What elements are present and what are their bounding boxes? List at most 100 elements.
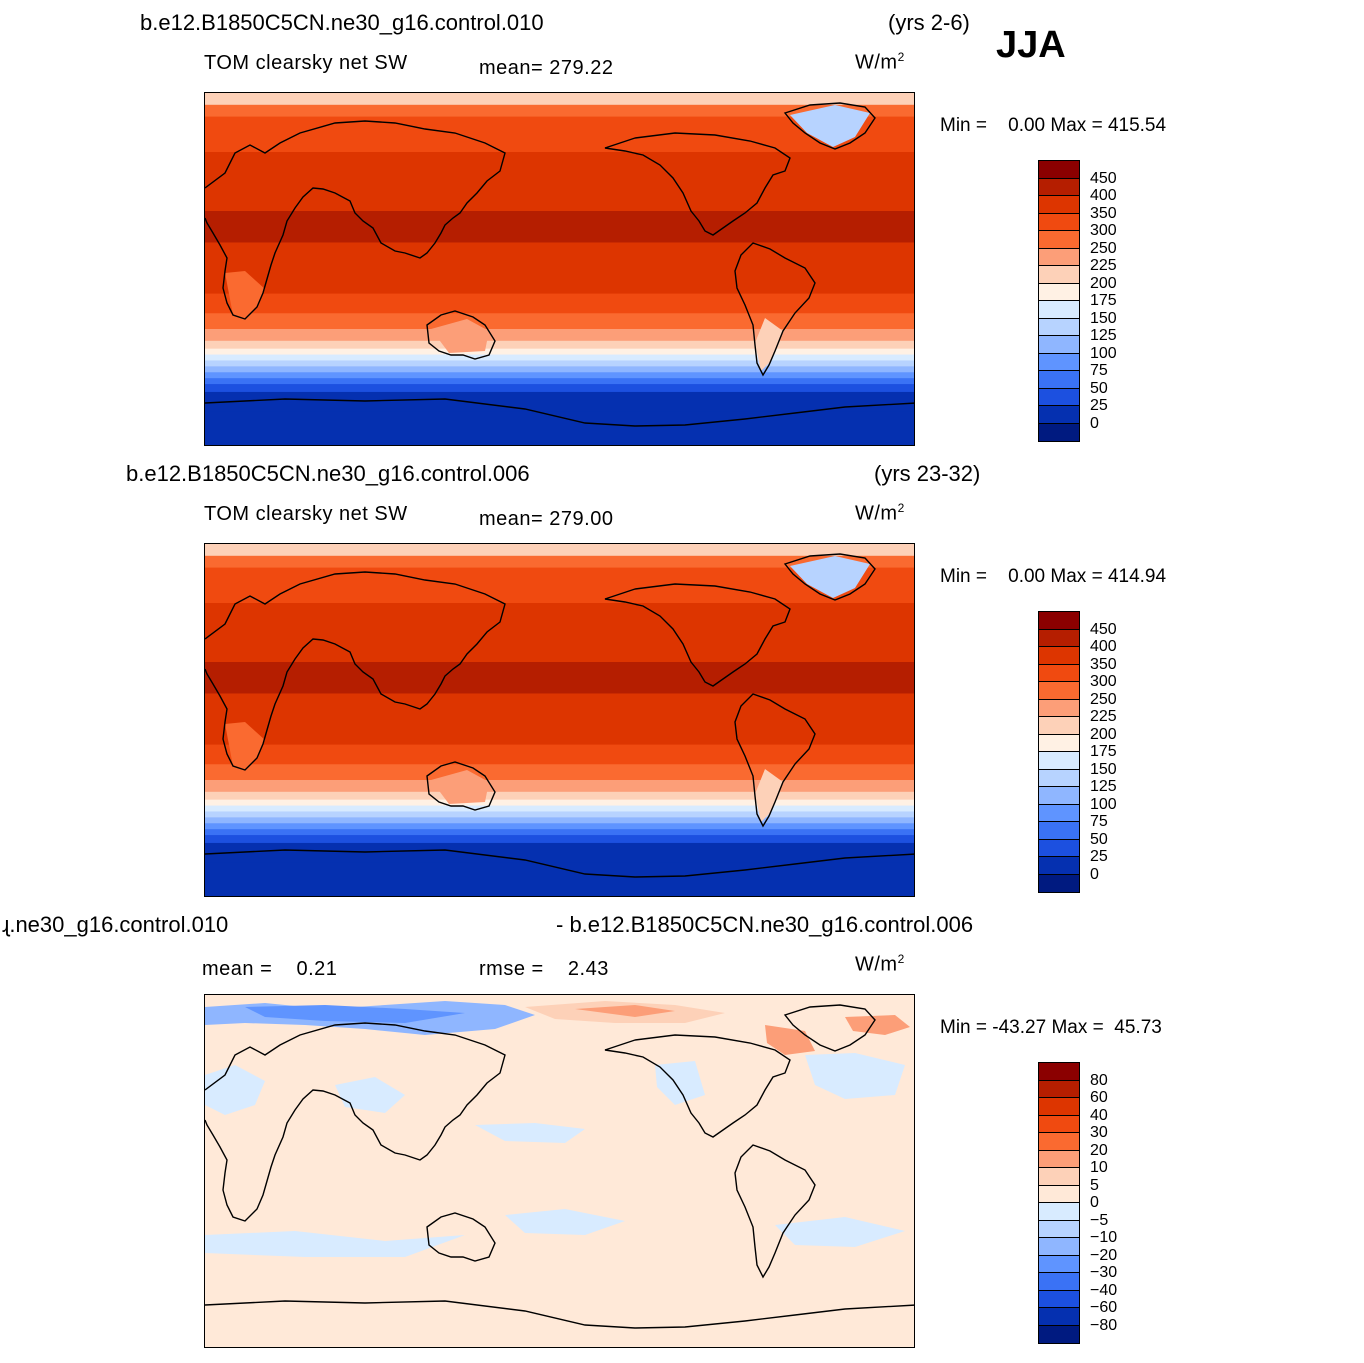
colorbar-label: 125 [1090,327,1117,344]
colorbar-swatch [1039,1080,1079,1098]
colorbar-label: −5 [1090,1211,1109,1229]
field-patch [655,1061,705,1105]
field-band [205,555,914,569]
colorbar-label: 450 [1090,620,1117,638]
colorbar-swatch [1039,717,1079,735]
field-patch [245,1005,465,1023]
colorbar-label: −20 [1090,1246,1118,1264]
field-patch [475,1123,585,1143]
colorbar-swatch [1039,231,1079,249]
colorbar-swatch [1039,196,1079,214]
field-band [205,340,914,350]
field-background [205,995,914,1347]
diff-case-right: - b.e12.B1850C5CN.ne30_g16.control.006 [556,912,974,937]
field-band [205,391,914,413]
colorbar-swatch [1039,664,1079,682]
field-band [205,348,914,356]
coastline [205,120,506,320]
panel2-case-title: b.e12.B1850C5CN.ne30_g16.control.006 [126,461,530,486]
field-band [205,817,914,824]
diff-units: W/m2 [855,952,905,976]
colorbar-swatch [1039,1098,1079,1116]
colorbar-label: 10 [1090,1159,1108,1176]
field-patch [775,1217,905,1247]
panel2-units: W/m2 [855,501,905,525]
panel2-map [204,543,915,897]
field-band [205,835,914,844]
field-patch [205,1065,265,1115]
colorbar-swatch [1039,178,1079,196]
panel1-case-title: b.e12.B1850C5CN.ne30_g16.control.010 [140,10,544,35]
coastline [783,102,876,150]
colorbar-label: −30 [1090,1264,1118,1281]
colorbar-label: 150 [1090,760,1117,778]
field-band [205,366,914,373]
panel1-years: (yrs 2-6) [888,10,970,35]
field-band [205,544,914,557]
panel2-minmax: Min = 0.00 Max = 414.94 [940,566,1167,587]
panel2-years: (yrs 23-32) [874,461,981,486]
coastline [604,1034,791,1138]
colorbar-swatch [1039,1290,1079,1308]
colorbar-label: 250 [1090,239,1117,257]
colorbar-label: 400 [1090,187,1117,204]
field-patch [225,722,265,770]
coastline [205,398,914,427]
field-band [205,780,914,793]
field-patch [805,1053,905,1099]
field-band [205,104,914,118]
field-band [205,829,914,836]
colorbar-swatch [1039,804,1079,822]
colorbar-swatch [1039,423,1079,441]
panel2-mean: mean= 279.00 [479,508,614,530]
diff-map [204,994,915,1348]
field-band [205,744,914,765]
colorbar-label: 0 [1090,414,1099,432]
colorbar-label: 50 [1090,379,1108,397]
field-band [205,823,914,830]
coastline [205,1022,506,1222]
colorbar-label: −10 [1090,1229,1118,1246]
field-band [205,378,914,385]
panel2-variable: TOM clearsky net SW [204,503,408,525]
field-band [205,93,914,106]
panel1-mean: mean= 279.22 [479,57,614,79]
colorbar-swatch [1039,857,1079,875]
coastline [783,1004,876,1052]
panel1-minmax: Min = 0.00 Max = 415.54 [940,115,1167,136]
field-band [205,329,914,342]
field-band [205,152,914,212]
colorbar-label: 250 [1090,690,1117,708]
field-band [205,791,914,801]
field-band [205,662,914,694]
colorbar-label: 5 [1090,1176,1099,1194]
colorbar-label: 175 [1090,292,1117,309]
colorbar-label: 75 [1090,362,1108,379]
colorbar-swatch [1039,1273,1079,1291]
colorbar-swatch [1039,406,1079,424]
colorbar-swatch [1039,213,1079,231]
panel2-colorbar [1038,611,1080,893]
colorbar-swatch [1039,248,1079,266]
field-patch [505,1209,625,1235]
colorbar-label: 60 [1090,1089,1108,1106]
coastline [734,242,816,377]
colorbar-swatch [1039,612,1079,630]
field-band [205,354,914,361]
colorbar-swatch [1039,283,1079,301]
colorbar-label: 350 [1090,204,1117,222]
colorbar-label: 100 [1090,795,1117,813]
colorbar-swatch [1039,388,1079,406]
colorbar-swatch [1039,734,1079,752]
colorbar-swatch [1039,301,1079,319]
field-band [205,372,914,379]
colorbar-label: 450 [1090,169,1117,187]
coastline [604,583,791,687]
colorbar-label: 0 [1090,865,1099,883]
field-patch [845,1015,910,1035]
panel1-colorbar [1038,160,1080,442]
colorbar-label: 25 [1090,848,1108,865]
colorbar-label: 175 [1090,743,1117,760]
panel2-field [205,544,914,896]
field-band [205,842,914,864]
